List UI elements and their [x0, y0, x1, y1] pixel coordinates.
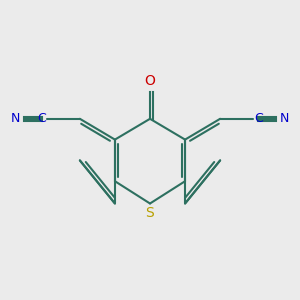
- Text: C: C: [37, 112, 46, 125]
- Text: S: S: [146, 206, 154, 220]
- Text: C: C: [254, 112, 263, 125]
- Text: O: O: [145, 74, 155, 88]
- Text: N: N: [280, 112, 289, 125]
- Text: N: N: [11, 112, 20, 125]
